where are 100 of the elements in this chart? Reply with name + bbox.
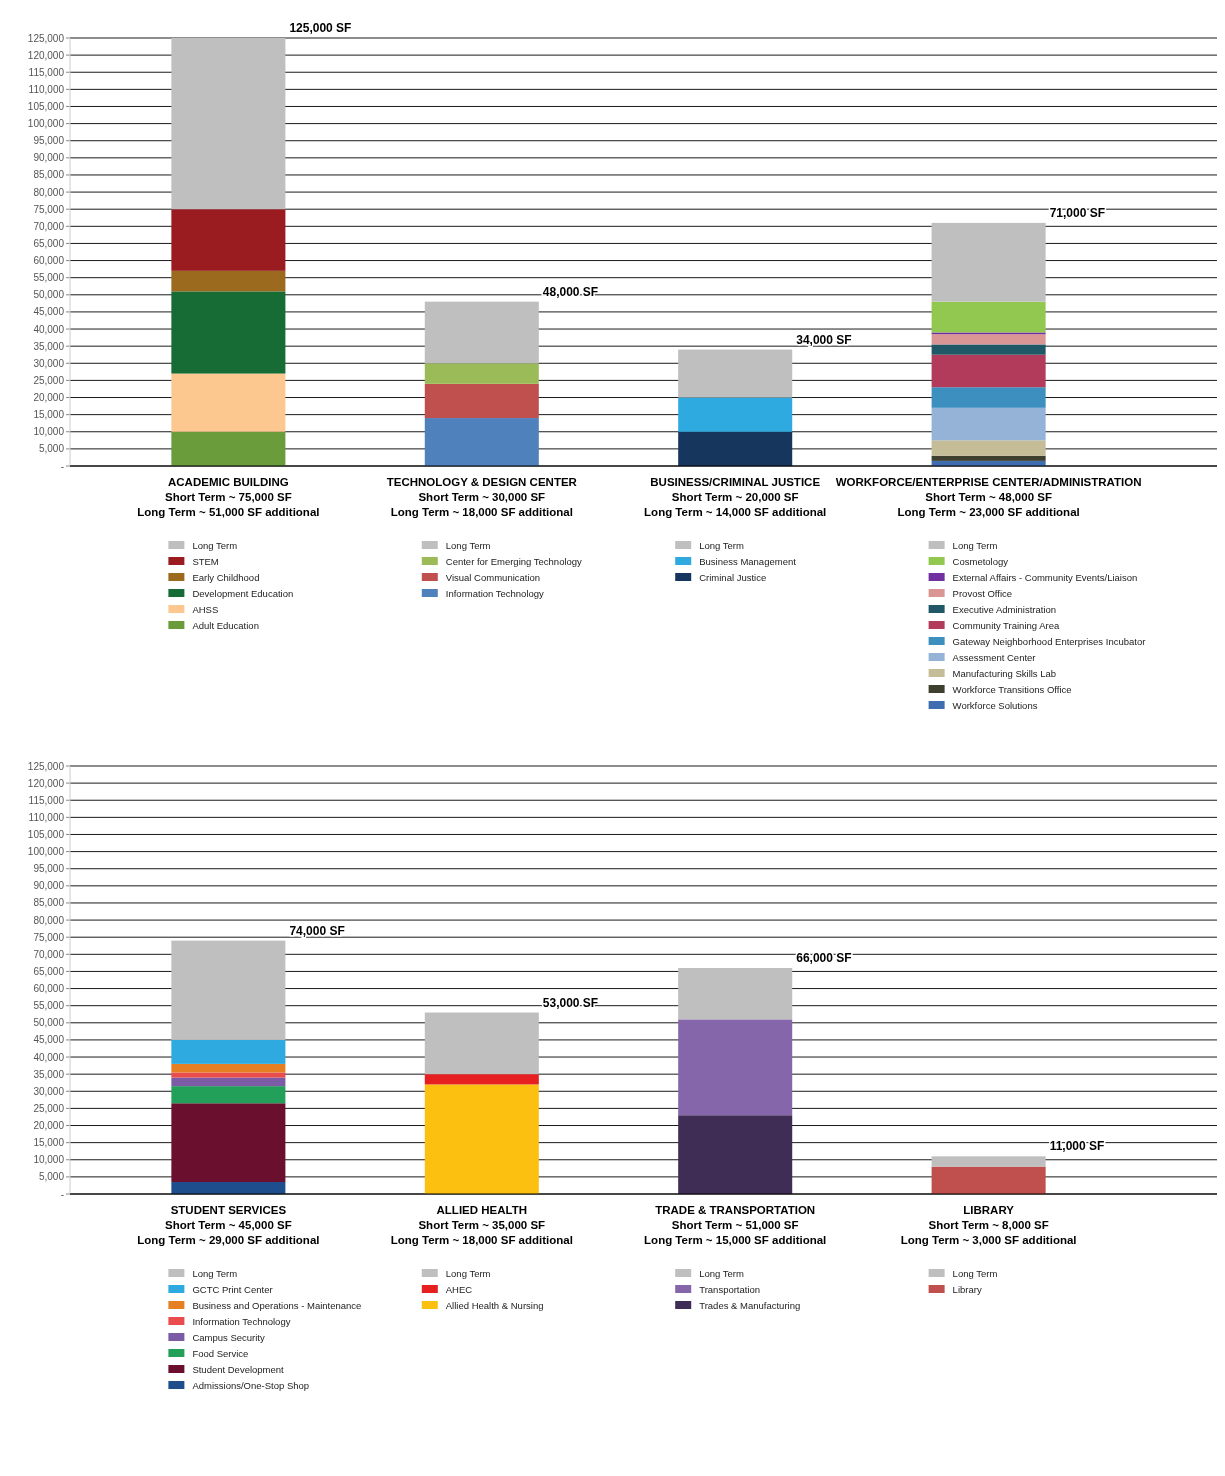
text: Long Term [699, 1268, 744, 1279]
bar [931, 354, 1046, 388]
bar [678, 431, 793, 466]
total-label: 125,000 SF [289, 21, 352, 35]
legend-label: Early Childhood [192, 572, 260, 583]
bar [171, 270, 286, 292]
x-tick-label: BUSINESS/CRIMINAL JUSTICE Short Term ~ 20,000 SF Long Term ~ 14,000 SF additional [644, 476, 827, 518]
y-tick-label: 80,000 [33, 186, 65, 198]
legend-label: Visual Communication [445, 572, 541, 583]
bar [171, 940, 286, 1040]
bar [678, 1115, 793, 1194]
bar [171, 1063, 286, 1073]
y-tick-label: 115,000 [28, 66, 65, 78]
bar [171, 1086, 286, 1104]
bar [678, 1019, 793, 1116]
y-tick-label: 90,000 [33, 880, 65, 892]
legend-label: Business Management [699, 556, 797, 567]
legend-label: Manufacturing Skills Lab [952, 668, 1057, 679]
legend-label: Development Education [192, 588, 294, 599]
y-tick-label: 20,000 [33, 1120, 65, 1132]
x-tick-label: TECHNOLOGY & DESIGN CENTER Short Term ~ 30,000 SF Long Term ~ 18,000 SF additional [386, 476, 578, 518]
legend-label: Transportation [699, 1284, 761, 1295]
bar [678, 968, 793, 1020]
bar [931, 407, 1046, 441]
bar [424, 1074, 539, 1085]
legend-label: Cosmetology [952, 556, 1009, 567]
y-tick-label: 40,000 [33, 323, 65, 335]
bar [424, 418, 539, 466]
y-tick-label: 120,000 [27, 49, 65, 61]
legend-label: Information Technology [445, 588, 545, 599]
legend-label: Center for Emerging Technology [445, 556, 583, 567]
legend-label: Adult Education [192, 620, 259, 631]
y-tick-label: 125,000 [27, 32, 65, 44]
y-tick-label: 15,000 [33, 409, 65, 421]
total-label: 66,000 SF [796, 951, 852, 966]
legend-label: Food Service [192, 1348, 249, 1359]
bar [931, 334, 1046, 345]
bar [931, 1156, 1046, 1167]
y-tick-label: 30,000 [33, 357, 65, 369]
bar [931, 222, 1046, 302]
x-tick-label: WORKFORCE/ENTERPRISE CENTER/ADMINISTRATION Short Term ~ 48,000 SF Long Term ~ 23,000 SF additional [835, 476, 1142, 518]
y-tick-label: 50,000 [33, 289, 65, 301]
bar [931, 387, 1046, 408]
legend-label: Information Technology [192, 1316, 291, 1327]
legend-label: GCTC Print Center [192, 1284, 273, 1295]
y-tick-label: 65,000 [33, 965, 65, 977]
bar [424, 301, 539, 364]
legend-label: Allied Health & Nursing [445, 1300, 544, 1311]
y-tick-label: 95,000 [33, 863, 65, 875]
bar [424, 1012, 539, 1075]
y-tick-label: 55,000 [33, 1000, 65, 1012]
legend-label: Executive Administration [952, 604, 1057, 615]
bar [171, 1077, 286, 1087]
bar [678, 397, 793, 432]
y-tick-label: 70,000 [33, 948, 65, 960]
y-tick-label: 85,000 [33, 169, 65, 181]
y-tick-label: 80,000 [33, 914, 65, 926]
x-tick-label: STUDENT SERVICES Short Term ~ 45,000 SF Long Term ~ 29,000 SF additional [137, 1204, 320, 1246]
total-label: 11,000 SF [1049, 1139, 1105, 1154]
y-tick-label: 110,000 [28, 811, 65, 823]
y-tick-label: 90,000 [33, 152, 65, 164]
text: Long Term [952, 1268, 998, 1279]
text: Long Term [952, 540, 998, 551]
total-label: 71,000 SF [1049, 205, 1106, 220]
bar [931, 344, 1046, 355]
y-tick-label: 5,000 [38, 443, 65, 455]
y-tick-label: 100,000 [27, 118, 65, 130]
y-tick-label: 35,000 [33, 1068, 65, 1080]
y-tick-label: 100,000 [27, 846, 65, 858]
legend-label: Trades & Manufacturing [699, 1300, 801, 1311]
text: Long Term [445, 540, 491, 551]
y-tick-label: 95,000 [33, 135, 65, 147]
y-tick-label: 85,000 [33, 897, 65, 909]
legend-label: Long Term [192, 1268, 238, 1279]
y-tick-label: 105,000 [27, 100, 65, 112]
bar [171, 431, 286, 466]
bar [678, 349, 793, 398]
legend-label: Workforce Transitions Office [952, 684, 1072, 695]
bar [171, 1039, 286, 1064]
bar [424, 383, 539, 419]
x-tick-label: LIBRARY Short Term ~ 8,000 SF Long Term ~ 3,000 SF additional [900, 1204, 1077, 1246]
bar [171, 1072, 286, 1078]
y-tick-label: 115,000 [28, 794, 65, 806]
y-tick-label: 75,000 [33, 931, 65, 943]
y-tick-label: 25,000 [33, 1102, 65, 1114]
y-tick-label: 125,000 [27, 760, 65, 772]
bar [931, 440, 1046, 456]
legend-label: Criminal Justice [699, 572, 767, 583]
legend-label: External Affairs - Community Events/Liaison [952, 572, 1138, 583]
legend-label: Assessment Center [952, 652, 1036, 663]
bar [171, 38, 286, 210]
y-tick-label: 60,000 [33, 255, 65, 267]
bar [171, 1103, 286, 1183]
y-tick-label: 120,000 [27, 777, 65, 789]
y-tick-label: 40,000 [33, 1051, 65, 1063]
bar [171, 1182, 286, 1194]
total-label: 74,000 SF [289, 923, 345, 938]
y-tick-label: 105,000 [27, 828, 65, 840]
legend-label: AHEC [445, 1284, 473, 1295]
y-tick-label: 15,000 [33, 1137, 65, 1149]
